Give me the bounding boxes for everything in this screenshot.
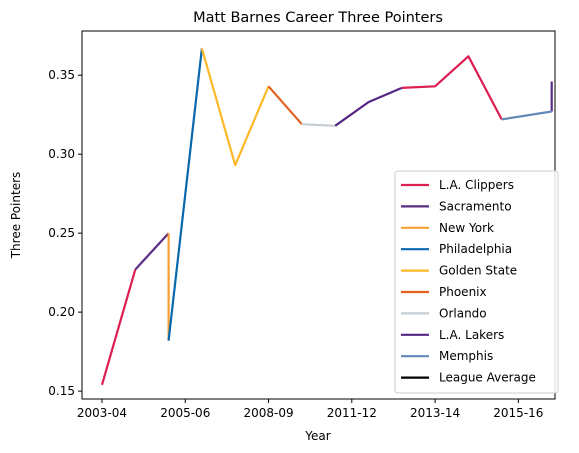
legend-label-memphis: Memphis (439, 349, 493, 363)
legend-label-sacramento: Sacramento (439, 199, 512, 213)
series-line-l-a-clippers-0 (100, 269, 137, 386)
x-tick-label: 2003-04 (77, 406, 127, 420)
x-tick-label: 2013-14 (410, 406, 460, 420)
y-tick-label: 0.25 (48, 226, 75, 240)
series-line-orlando-0 (301, 123, 336, 127)
chart-title: Matt Barnes Career Three Pointers (193, 10, 443, 26)
legend-label-golden-state: Golden State (439, 264, 517, 278)
legend-label-philadelphia: Philadelphia (439, 242, 512, 256)
legend-label-new-york: New York (439, 221, 494, 235)
axes: 2003-04 2005-06 2008-09 2011-12 2013-14 2015-… (48, 30, 556, 420)
x-tick-label: 2011-12 (327, 406, 377, 420)
series-line-l-a-lakers-0 (334, 86, 403, 127)
x-tick-label: 2008-09 (243, 406, 293, 420)
legend-label-l-a-lakers: L.A. Lakers (439, 328, 504, 342)
legend-label-orlando: Orlando (439, 306, 487, 320)
x-axis-label: Year (304, 429, 330, 443)
plot-area (100, 48, 553, 386)
series-line-memphis-0 (501, 110, 552, 121)
x-tick-label: 2005-06 (160, 406, 210, 420)
y-axis-label: Three Pointers (9, 172, 23, 260)
legend-label-phoenix: Phoenix (439, 285, 487, 299)
legend-label-l-a-clippers: L.A. Clippers (439, 178, 514, 192)
legend-label-league-average: League Average (439, 371, 536, 385)
legend: L.A. Clippers Sacramento New York Philadelp… (394, 170, 559, 394)
y-tick-label: 0.20 (48, 305, 75, 319)
series-line-l-a-clippers-1 (401, 55, 503, 120)
series-line-phoenix-0 (267, 85, 303, 125)
x-tick-label: 2015-16 (493, 406, 543, 420)
y-tick-label: 0.15 (48, 384, 75, 398)
legend-frame (394, 170, 559, 394)
series-line-golden-state-0 (200, 48, 270, 167)
series-line-sacramento-0 (134, 232, 170, 271)
y-tick-label: 0.30 (48, 147, 75, 161)
series-line-philadelphia-0 (167, 48, 203, 341)
y-tick-label: 0.35 (48, 68, 75, 82)
